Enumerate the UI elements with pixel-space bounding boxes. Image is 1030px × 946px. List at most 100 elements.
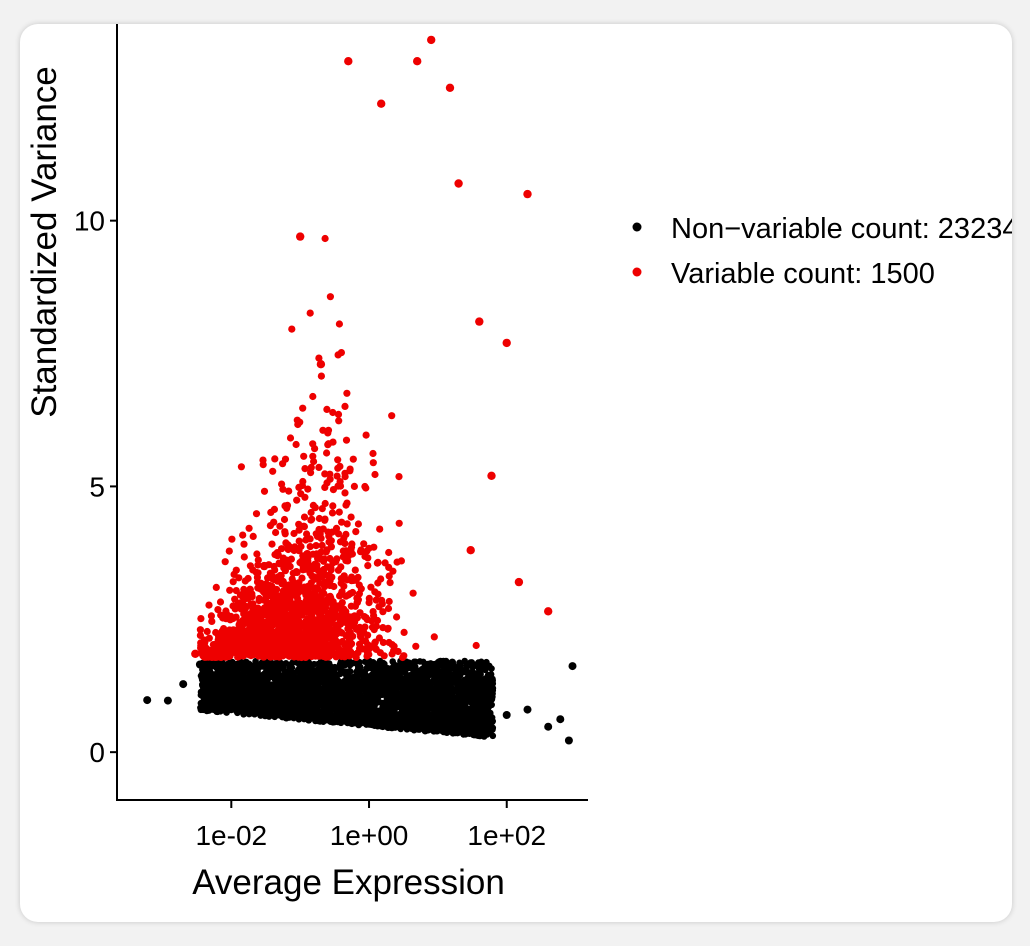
variable-point: [385, 597, 393, 606]
variable-point: [221, 558, 229, 566]
non-variable-point: [444, 662, 451, 669]
non-variable-point: [283, 672, 291, 680]
variable-point: [397, 557, 405, 565]
non-variable-point: [377, 667, 384, 674]
variable-point: [318, 588, 326, 596]
non-variable-point: [413, 669, 420, 677]
variable-point: [333, 642, 341, 650]
variable-point: [328, 509, 337, 517]
non-variable-point: [474, 732, 482, 739]
variable-point: [317, 548, 325, 556]
variable-point: [353, 614, 361, 622]
non-variable-point: [488, 665, 495, 672]
non-variable-point: [489, 677, 497, 684]
non-variable-point: [289, 699, 297, 707]
variable-point: [268, 540, 276, 548]
non-variable-point: [309, 674, 317, 682]
non-variable-point: [413, 717, 420, 724]
variable-point: [261, 620, 269, 628]
non-variable-point: [324, 709, 332, 717]
variable-point: [216, 598, 225, 606]
non-variable-point: [422, 705, 430, 712]
variable-point: [341, 489, 349, 497]
non-variable-point: [378, 683, 386, 691]
variable-point: [239, 531, 247, 539]
non-variable-point: [398, 667, 405, 675]
non-variable-point: [414, 692, 422, 700]
non-variable-point: [325, 674, 332, 681]
variable-point: [246, 621, 254, 629]
variable-point: [207, 612, 215, 620]
variable-point: [244, 574, 252, 583]
variable-point: [269, 612, 277, 620]
non-variable-point: [349, 718, 357, 725]
non-variable-point: [371, 710, 379, 717]
non-variable-point: [329, 718, 337, 726]
variable-point: [329, 408, 337, 417]
variable-point: [293, 496, 301, 504]
non-variable-point: [265, 665, 272, 673]
non-variable-point: [397, 725, 405, 733]
non-variable-point: [333, 683, 341, 690]
variable-point: [301, 493, 309, 501]
variable-point: [315, 463, 323, 471]
non-variable-point: [336, 706, 344, 713]
variable-point: [384, 624, 392, 632]
non-variable-point: [405, 660, 413, 667]
non-variable-point: [330, 668, 338, 675]
non-variable-point: [392, 700, 399, 707]
variable-point: [279, 460, 287, 468]
non-variable-point: [468, 662, 475, 669]
variable-point: [299, 584, 307, 592]
variable-point: [367, 583, 375, 591]
non-variable-point: [407, 725, 414, 732]
non-variable-point: [197, 699, 205, 707]
non-variable-point: [267, 660, 274, 667]
non-variable-point: [266, 703, 274, 711]
variable-point: [375, 603, 383, 611]
non-variable-point: [408, 711, 415, 718]
variable-point: [334, 351, 342, 359]
non-variable-point: [476, 685, 483, 693]
variable-point: [335, 508, 343, 516]
variable-point: [371, 638, 379, 646]
variable-point: [364, 562, 372, 570]
non-variable-point: [446, 710, 453, 717]
variable-point: [299, 404, 307, 412]
variable-point: [323, 479, 331, 487]
variable-point: [321, 516, 329, 524]
variable-point: [293, 568, 301, 577]
chart-card: 0 5 10 1e-02 1e+00 1e+02 Average Expression S…: [20, 24, 1012, 922]
non-variable-point: [211, 679, 219, 686]
non-variable-point: [418, 684, 426, 691]
variable-point: [339, 553, 347, 561]
non-variable-point: [443, 716, 450, 724]
variable-point: [388, 412, 396, 420]
variable-point: [321, 234, 329, 243]
variable-point: [245, 524, 253, 532]
non-variable-point: [409, 700, 417, 707]
variable-point: [363, 616, 371, 624]
variable-point: [205, 634, 213, 642]
non-variable-point: [431, 686, 439, 693]
variable-point: [395, 473, 403, 481]
non-variable-point: [398, 706, 406, 713]
variable-point: [386, 579, 394, 587]
variable-point: [283, 504, 291, 512]
non-variable-point: [478, 702, 486, 709]
variable-point: [298, 481, 306, 490]
variable-point: [212, 583, 220, 592]
variable-point: [300, 513, 309, 521]
non-variable-point: [311, 667, 318, 674]
variable-point: [332, 558, 340, 566]
variable-point: [298, 557, 306, 565]
non-variable-point: [469, 703, 477, 711]
non-variable-point: [404, 688, 412, 695]
variable-point: [308, 565, 316, 573]
non-variable-point: [309, 684, 317, 691]
non-variable-point: [448, 672, 456, 680]
non-variable-point: [298, 700, 305, 707]
non-variable-point: [484, 703, 491, 711]
non-variable-point: [443, 729, 451, 736]
non-variable-point: [217, 666, 225, 673]
